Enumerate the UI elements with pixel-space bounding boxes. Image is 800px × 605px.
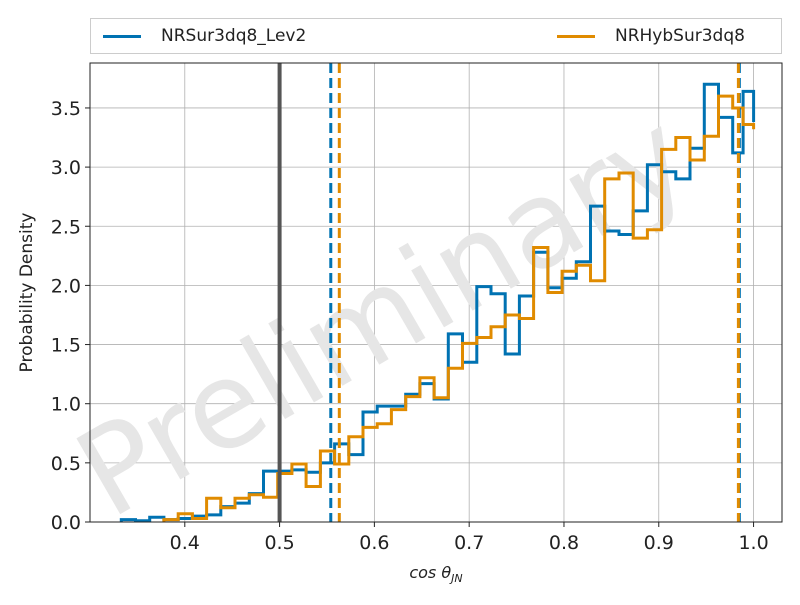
y-tick-label: 2.5 <box>51 216 81 238</box>
y-tick-label: 1.5 <box>51 335 81 357</box>
y-tick-label: 3.5 <box>51 98 81 120</box>
x-tick-label: 0.5 <box>264 532 294 554</box>
x-tick-label: 0.6 <box>359 532 389 554</box>
x-axis-label-theta: θ <box>441 563 451 582</box>
vlines <box>277 63 741 522</box>
legend-entry-series2: NRHybSur3dq8 <box>557 19 745 53</box>
watermark-text: Preliminary <box>55 86 711 545</box>
x-tick-label: 0.9 <box>644 532 674 554</box>
x-tick-label: 1.0 <box>738 532 768 554</box>
y-tick-label: 2.0 <box>51 275 81 297</box>
series-layer <box>119 82 756 523</box>
x-tick-label: 0.8 <box>549 532 579 554</box>
legend: NRSur3dq8_Lev2 NRHybSur3dq8 <box>90 18 782 54</box>
legend-label-series2: NRHybSur3dq8 <box>615 26 745 46</box>
watermark: Preliminary <box>55 86 711 545</box>
plot-frame <box>89 62 783 523</box>
histogram-series-2 <box>162 94 756 522</box>
y-tick-label: 3.0 <box>51 157 81 179</box>
x-tick-label: 0.7 <box>454 532 484 554</box>
y-tick-label: 1.0 <box>51 394 81 416</box>
legend-swatch-series2 <box>557 34 595 38</box>
grid <box>90 63 782 523</box>
x-axis-label-subscript: JN <box>449 572 462 585</box>
legend-swatch-series1 <box>103 34 141 38</box>
legend-entry-series1: NRSur3dq8_Lev2 <box>103 19 306 53</box>
legend-label-series1: NRSur3dq8_Lev2 <box>161 26 307 46</box>
y-tick-label: 0.0 <box>51 512 81 534</box>
x-axis-label: cos θJN <box>409 563 462 585</box>
y-tick-label: 0.5 <box>51 453 81 475</box>
x-axis-ticks: 0.4 0.5 0.6 0.7 0.8 0.9 1.0 <box>170 522 769 554</box>
x-tick-label: 0.4 <box>170 532 200 554</box>
y-axis-ticks: 0.0 0.5 1.0 1.5 2.0 2.5 3.0 3.5 <box>51 98 90 534</box>
y-axis-label: Probability Density <box>17 213 37 373</box>
